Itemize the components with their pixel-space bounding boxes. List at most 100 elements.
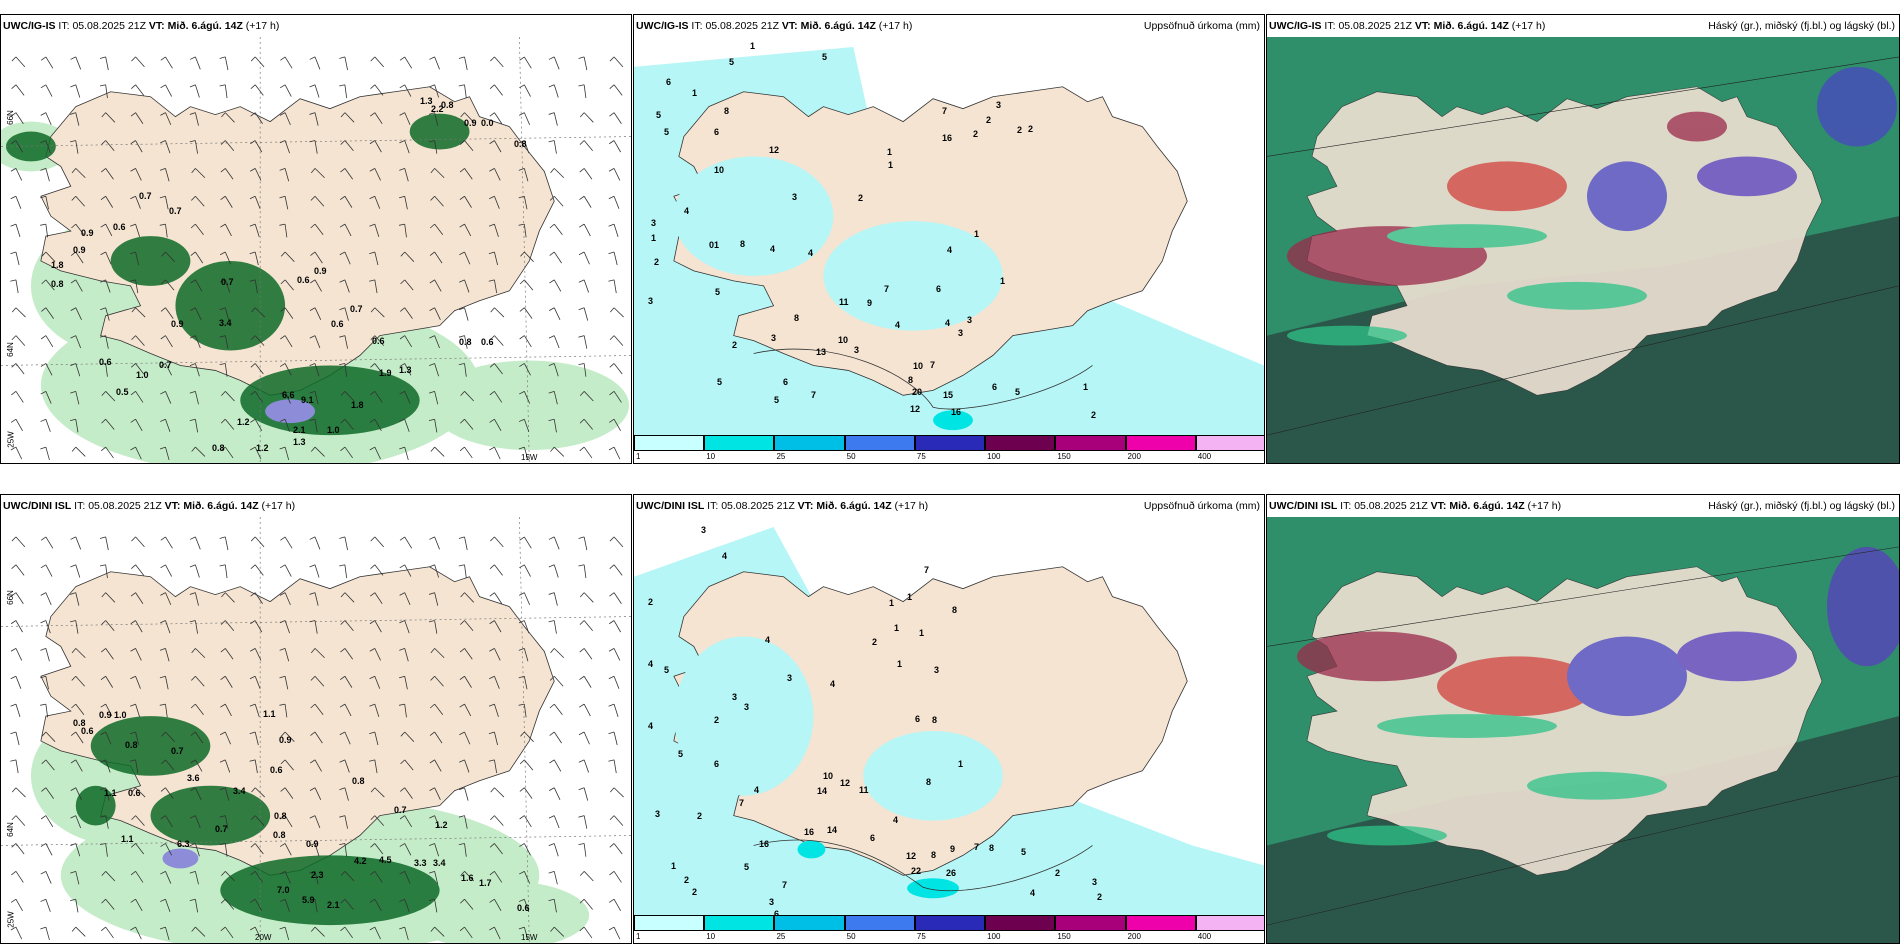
wind-barb: [464, 418, 474, 430]
wind-barb-flag: [309, 815, 316, 819]
wind-barb-flag: [579, 592, 585, 598]
precip-value-label: 1.6: [461, 873, 474, 883]
wind-barb-flag: [549, 787, 555, 791]
precip-value-label: 2.3: [311, 870, 324, 880]
wind-barb-flag: [131, 815, 136, 821]
accum-value-label: 1: [651, 233, 657, 243]
wind-barb: [45, 56, 54, 69]
wind-barb: [523, 592, 531, 606]
wind-barb-flag: [369, 168, 376, 172]
wind-barb-flag: [40, 168, 46, 171]
precip-value-label: 1.8: [51, 260, 64, 270]
wind-barb: [15, 926, 23, 940]
wind-barb-flag: [190, 251, 196, 256]
wind-barb: [314, 648, 325, 659]
precip-value-label: 1.0: [114, 710, 127, 720]
precip-value-label: 7.0: [277, 885, 290, 895]
wind-barb-flag: [579, 140, 585, 145]
wind-barb-flag: [369, 592, 376, 597]
precip-value-label: 6.6: [282, 390, 295, 400]
precip-value-label: 0.9: [464, 118, 477, 128]
wind-barb-flag: [369, 279, 375, 282]
wind-barb-flag: [399, 926, 405, 930]
wind-barb-flag: [280, 815, 286, 820]
wind-barb: [284, 648, 290, 662]
colorbar-tick-label: 10: [706, 452, 716, 461]
wind-barb-flag: [41, 251, 47, 257]
wind-barb-flag: [279, 446, 286, 450]
wind-barb-flag: [101, 898, 106, 904]
wind-barb-flag: [249, 279, 256, 282]
wind-barb: [45, 676, 49, 690]
wind-barb: [194, 899, 198, 913]
wind-barb-flag: [310, 251, 316, 256]
accum-value-label: 11: [859, 785, 869, 795]
wind-barb-flag: [279, 418, 286, 422]
wind-barb-flag: [310, 926, 316, 932]
wind-barb: [404, 56, 413, 69]
wind-barb: [135, 843, 145, 855]
wind-barb-flag: [71, 675, 77, 681]
wind-barb: [75, 871, 80, 885]
wind-barb-flag: [578, 815, 585, 818]
wind-barb-flag: [189, 56, 196, 60]
wind-barb-flag: [130, 898, 136, 903]
wind-barb-flag: [369, 620, 376, 625]
wind-barb: [135, 704, 140, 717]
vt-value: Mið. 6.ágú. 14Z: [816, 500, 892, 512]
wind-barb-flag: [161, 759, 166, 765]
colorbar-swatch: [704, 915, 775, 931]
wind-barb-flag: [10, 731, 17, 735]
wind-barb-flag: [518, 418, 525, 422]
wind-barb: [523, 419, 530, 432]
wind-barb-flag: [550, 446, 555, 452]
wind-barb: [613, 704, 619, 717]
wind-barb-flag: [488, 279, 495, 282]
wind-barb-flag: [429, 731, 435, 736]
wind-barb: [524, 759, 534, 771]
wind-barb-flag: [40, 815, 47, 820]
wind-barb: [553, 56, 560, 70]
wind-barb-flag: [10, 759, 17, 762]
wind-barb-flag: [11, 564, 17, 569]
wind-barb-flag: [251, 787, 256, 793]
wind-barb-flag: [579, 703, 585, 708]
accum-value-label: 16: [942, 133, 953, 143]
wind-barb: [613, 815, 624, 826]
wind-barb: [583, 223, 591, 237]
wind-barb-flag: [458, 536, 465, 539]
wind-barb: [105, 446, 114, 459]
wind-barb: [374, 620, 382, 633]
wind-barb-flag: [10, 251, 17, 255]
accum-value-label: 10: [838, 335, 849, 345]
wind-barb: [523, 871, 531, 884]
accum-value-label: 7: [811, 390, 817, 400]
wind-barb: [583, 363, 587, 377]
wind-barb-flag: [11, 335, 17, 341]
accum-value-label: 6: [915, 714, 921, 724]
wind-barb-flag: [430, 223, 435, 229]
wind-barb-flag: [250, 871, 256, 876]
wind-barb: [344, 56, 348, 71]
wind-barb-flag: [339, 251, 346, 256]
wind-barb: [583, 815, 588, 829]
wind-barb: [464, 592, 475, 603]
wind-barb: [464, 926, 473, 939]
wind-barb-flag: [70, 564, 76, 568]
wind-barb: [105, 391, 116, 402]
wind-barb: [135, 620, 143, 633]
wind-barb-flag: [340, 592, 346, 598]
wind-barb-flag: [370, 787, 376, 793]
wind-barb-flag: [160, 564, 166, 569]
wind-barb: [464, 620, 474, 632]
wind-barb-flag: [399, 140, 405, 144]
wind-barb-flag: [428, 140, 435, 143]
accum-value-label: 3: [996, 100, 1002, 110]
wind-barb-flag: [339, 787, 346, 791]
wind-barb-flag: [548, 870, 555, 874]
wind-barb: [613, 363, 623, 375]
wind-barb-flag: [100, 703, 106, 708]
accum-value-label: 1: [974, 229, 980, 239]
wind-barb: [284, 279, 294, 291]
precip-value-label: 4.2: [354, 856, 367, 866]
